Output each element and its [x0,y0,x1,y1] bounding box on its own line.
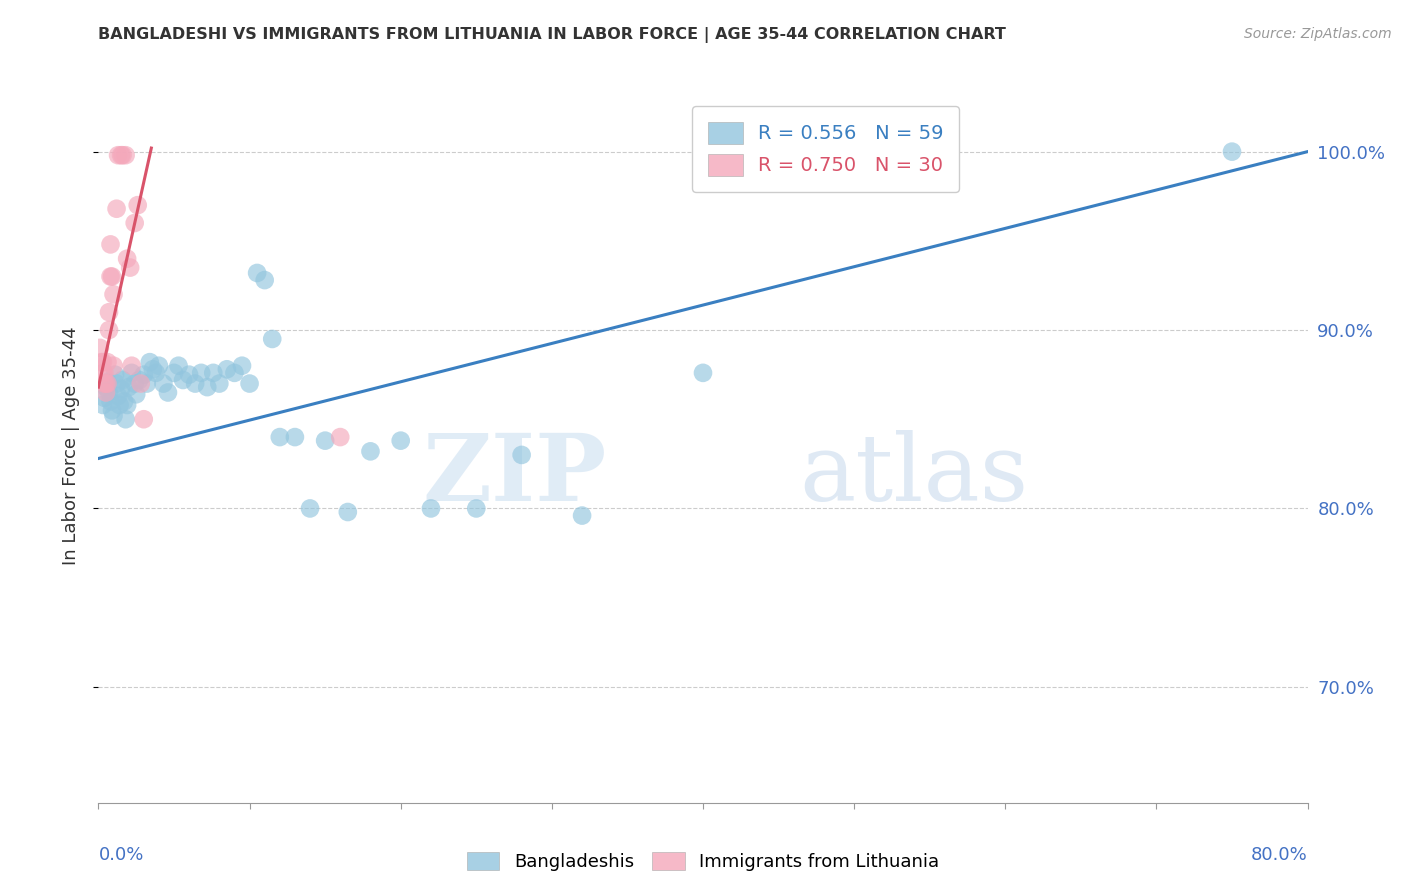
Point [108,398,131,412]
Point [172,373,194,387]
Point [94,380,117,394]
Point [100,269,122,284]
Point [114,412,136,426]
Point [124,216,146,230]
Point [110,382,132,396]
Point [179,368,201,382]
Point [269,430,291,444]
Point [121,366,143,380]
Text: BANGLADESHI VS IMMIGRANTS FROM LITHUANIA IN LABOR FORCE | AGE 35-44 CORRELATION : BANGLADESHI VS IMMIGRANTS FROM LITHUANIA… [98,27,1007,43]
Point [142,362,165,376]
Point [156,385,179,400]
Point [103,409,125,423]
Point [93,366,115,380]
Point [91,366,114,380]
Point [103,359,125,373]
Point [163,366,186,380]
Point [118,380,141,394]
Point [239,376,262,391]
Point [465,501,488,516]
Point [208,376,231,391]
Point [262,332,284,346]
Point [510,448,533,462]
Point [115,252,138,266]
Point [100,394,122,409]
Point [420,501,443,516]
Point [231,359,253,373]
Point [184,376,207,391]
Point [284,430,307,444]
Point [107,389,129,403]
Point [129,376,152,391]
Text: 80.0%: 80.0% [1251,846,1308,863]
Point [299,501,322,516]
Point [104,368,127,382]
Point [93,391,115,405]
Point [167,359,190,373]
Point [571,508,593,523]
Point [96,376,118,391]
Point [98,323,121,337]
Point [98,385,121,400]
Point [120,260,142,275]
Point [94,385,117,400]
Point [139,355,162,369]
Legend: R = 0.556   N = 59, R = 0.750   N = 30: R = 0.556 N = 59, R = 0.750 N = 30 [692,106,959,192]
Point [103,287,125,301]
Point [107,148,129,162]
Point [101,269,124,284]
Point [89,341,111,355]
Point [96,355,118,369]
Point [202,366,225,380]
Point [98,305,121,319]
Point [148,359,170,373]
Point [105,202,128,216]
Point [195,380,218,394]
Point [314,434,336,448]
Point [111,373,134,387]
Point [132,368,155,382]
Point [112,394,135,409]
Text: ZIP: ZIP [422,430,606,519]
Point [100,237,122,252]
Point [91,355,114,369]
Point [215,362,238,376]
Point [128,373,150,387]
Point [132,412,155,426]
Point [692,366,714,380]
Point [111,148,134,162]
Text: Source: ZipAtlas.com: Source: ZipAtlas.com [1244,27,1392,41]
Point [93,376,115,391]
Point [145,366,167,380]
Point [90,355,112,369]
Point [224,366,246,380]
Point [115,398,138,412]
Legend: Bangladeshis, Immigrants from Lithuania: Bangladeshis, Immigrants from Lithuania [460,845,946,879]
Point [336,505,359,519]
Point [127,198,149,212]
Point [135,376,157,391]
Point [121,359,143,373]
Point [94,376,117,391]
Point [114,148,136,162]
Point [124,376,146,391]
Text: 0.0%: 0.0% [98,846,143,863]
Point [389,434,412,448]
Point [125,387,148,401]
Point [91,398,114,412]
Point [360,444,382,458]
Point [329,430,352,444]
Point [110,148,132,162]
Point [1220,145,1243,159]
Point [96,375,118,389]
Point [101,403,124,417]
Point [253,273,276,287]
Point [246,266,269,280]
Point [190,366,212,380]
Y-axis label: In Labor Force | Age 35-44: In Labor Force | Age 35-44 [62,326,80,566]
Point [152,376,174,391]
Point [105,376,128,391]
Text: atlas: atlas [800,430,1029,519]
